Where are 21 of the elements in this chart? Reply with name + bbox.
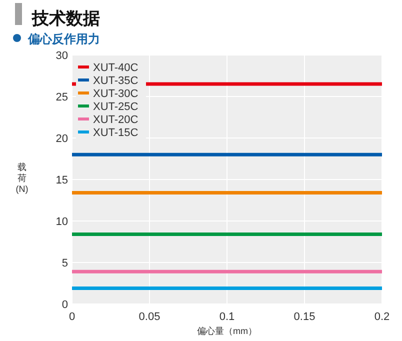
y-tick-label: 30 [56,50,68,62]
x-tick-label: 0.05 [138,311,160,323]
legend-label: XUT-25C [93,101,138,113]
x-axis-title: 偏心量（mm） [197,326,257,336]
chart-title: 技术数据 [31,9,100,28]
x-tick-label: 0.1 [219,311,235,323]
legend-label: XUT-30C [93,88,138,100]
x-tick-label: 0.15 [294,311,316,323]
y-tick-label: 15 [56,174,68,186]
legend-label: XUT-40C [93,62,138,74]
y-tick-label: 5 [62,258,68,270]
y-tick-label: 20 [56,133,68,145]
chart-subtitle: 偏心反作用力 [27,32,100,46]
y-tick-label: 0 [62,299,68,311]
y-axis-title: 载荷(N) [16,162,28,194]
legend-label: XUT-20C [93,114,138,126]
legend-label: XUT-15C [93,127,138,139]
y-tick-label: 10 [56,216,68,228]
legend-label: XUT-35C [93,75,138,87]
x-tick-label: 0.2 [374,311,390,323]
y-tick-label: 25 [56,92,68,104]
